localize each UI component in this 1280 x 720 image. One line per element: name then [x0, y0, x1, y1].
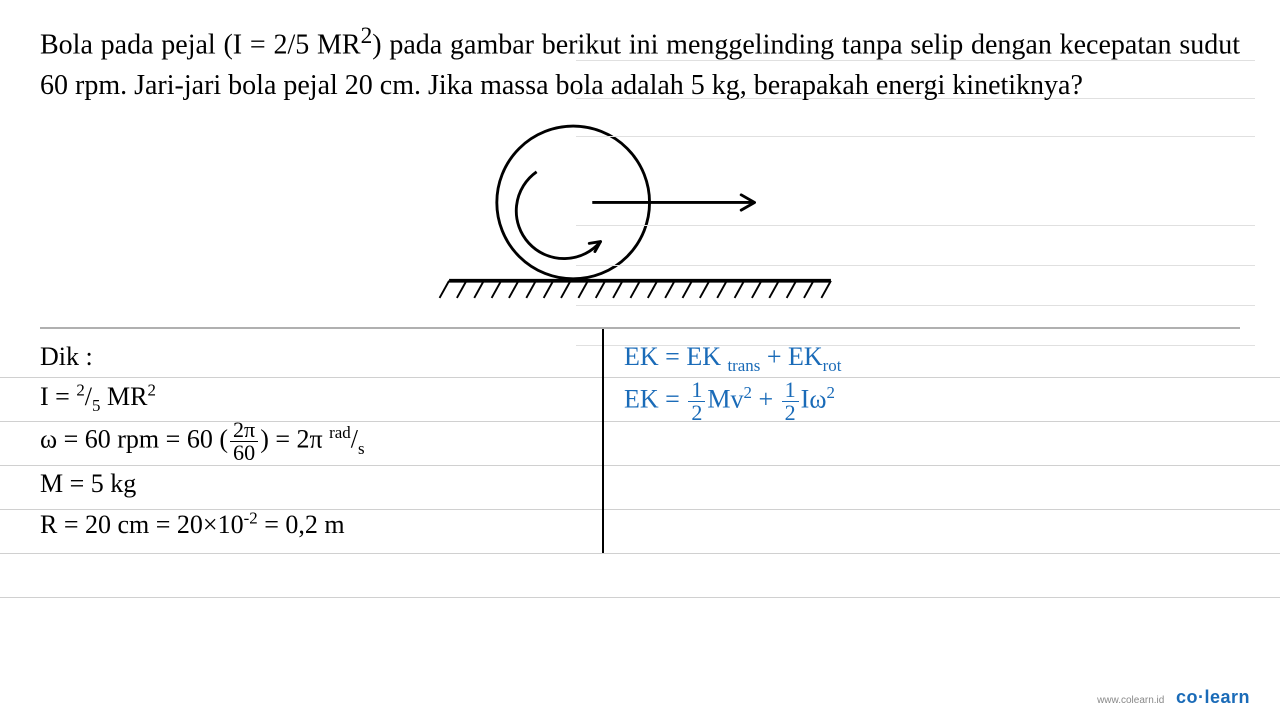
footer-brand: co·learn [1176, 687, 1250, 707]
problem-statement: Bola pada pejal (I = 2/5 MR2) pada gamba… [40, 20, 1240, 107]
given-line: Dik : [40, 337, 592, 377]
given-data-column: Dik :I = 2/5 MR2ω = 60 rpm = 60 (2π60) =… [40, 329, 604, 553]
handwritten-work-area: Dik :I = 2/5 MR2ω = 60 rpm = 60 (2π60) =… [40, 327, 1240, 553]
given-line: R = 20 cm = 20×10-2 = 0,2 m [40, 505, 592, 545]
given-line: ω = 60 rpm = 60 (2π60) = 2π rad/s [40, 419, 592, 464]
given-line: M = 5 kg [40, 464, 592, 504]
solution-line: EK = 12Mv2 + 12Iω2 [624, 379, 1240, 424]
footer-url: www.colearn.id [1097, 695, 1164, 706]
given-line: I = 2/5 MR2 [40, 377, 592, 419]
solution-line: EK = EK trans + EKrot [624, 337, 1240, 379]
solution-column: EK = EK trans + EKrotEK = 12Mv2 + 12Iω2 [604, 329, 1240, 553]
footer-branding: www.colearn.id co·learn [1097, 687, 1250, 708]
